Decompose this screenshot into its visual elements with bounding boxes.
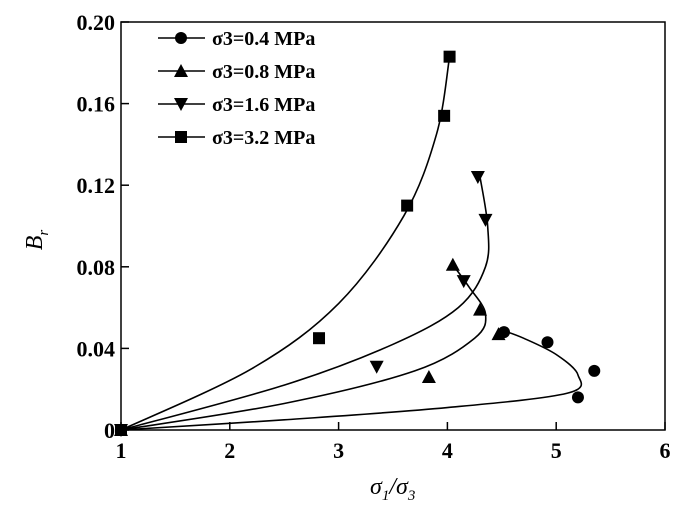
legend-entry: σ3=0.8 MPa — [158, 61, 315, 83]
data-point-circle — [588, 364, 601, 377]
x-axis-title: σ1/σ3 — [370, 474, 415, 504]
data-point-square — [313, 332, 326, 345]
legend: σ3=0.4 MPa σ3=0.8 MPa σ3=1.6 MPa σ3=3.2 MPa — [158, 28, 315, 149]
legend-entry: σ3=1.6 MPa — [158, 94, 315, 116]
y-tick-label: 0.16 — [77, 92, 116, 117]
x-tick-label: 3 — [333, 438, 344, 463]
legend-marker-circle — [175, 32, 187, 44]
y-tick-label: 0.12 — [77, 173, 116, 198]
data-points — [114, 50, 601, 437]
x-tick-label: 2 — [224, 438, 235, 463]
fit-curve-triangle-down — [120, 176, 490, 431]
data-point-triangle-up — [473, 302, 488, 316]
data-point-square — [438, 109, 451, 122]
fit-curve-circle — [120, 329, 583, 431]
data-point-circle — [541, 336, 554, 349]
x-tick-label: 1 — [116, 438, 127, 463]
data-point-circle — [571, 391, 584, 404]
x-tick-label: 5 — [551, 438, 562, 463]
y-axis-sub: r — [36, 230, 52, 236]
legend-label: σ3=0.8 MPa — [212, 61, 315, 83]
legend-marker-square — [175, 131, 187, 143]
legend-label: σ3=1.6 MPa — [212, 94, 315, 116]
data-point-square — [401, 199, 414, 212]
plot-frame — [120, 21, 666, 431]
axes — [120, 21, 666, 431]
y-tick-label: 0.04 — [77, 336, 116, 361]
data-point-triangle-down — [470, 171, 485, 185]
data-point-triangle-down — [456, 275, 471, 289]
ticks: 1 2 3 4 5 6 0 0.04 0.08 0.12 0.16 0.20 — [77, 10, 671, 463]
legend-marker-triangle-up — [174, 64, 188, 77]
data-point-square — [443, 50, 456, 63]
x-axis-sub1: 1 — [382, 488, 390, 504]
x-tick-label: 4 — [442, 438, 453, 463]
data-point-triangle-down — [478, 213, 493, 227]
legend-entry: σ3=0.4 MPa — [158, 28, 315, 50]
fit-curves — [120, 56, 583, 431]
svg-text:σ1/σ3: σ1/σ3 — [370, 474, 415, 504]
legend-entry: σ3=3.2 MPa — [158, 127, 315, 149]
data-point-triangle-up — [445, 257, 460, 271]
data-point-triangle-up — [491, 327, 506, 341]
legend-label: σ3=0.4 MPa — [212, 28, 315, 50]
svg-text:Br: Br — [22, 230, 52, 251]
fit-curve-square — [120, 56, 451, 431]
fit-curve-triangle-up — [120, 264, 487, 431]
legend-label: σ3=3.2 MPa — [212, 127, 315, 149]
data-point-triangle-down — [369, 360, 384, 374]
y-tick-label: 0.08 — [77, 255, 116, 280]
y-tick-label: 0.20 — [77, 10, 116, 35]
y-axis-title: Br — [22, 230, 52, 251]
legend-marker-triangle-down — [174, 98, 188, 111]
y-tick-label: 0 — [104, 418, 115, 443]
data-point-square — [115, 424, 127, 436]
data-point-triangle-up — [421, 369, 436, 383]
x-axis-sub2: 3 — [407, 488, 416, 504]
x-tick-label: 6 — [660, 438, 671, 463]
